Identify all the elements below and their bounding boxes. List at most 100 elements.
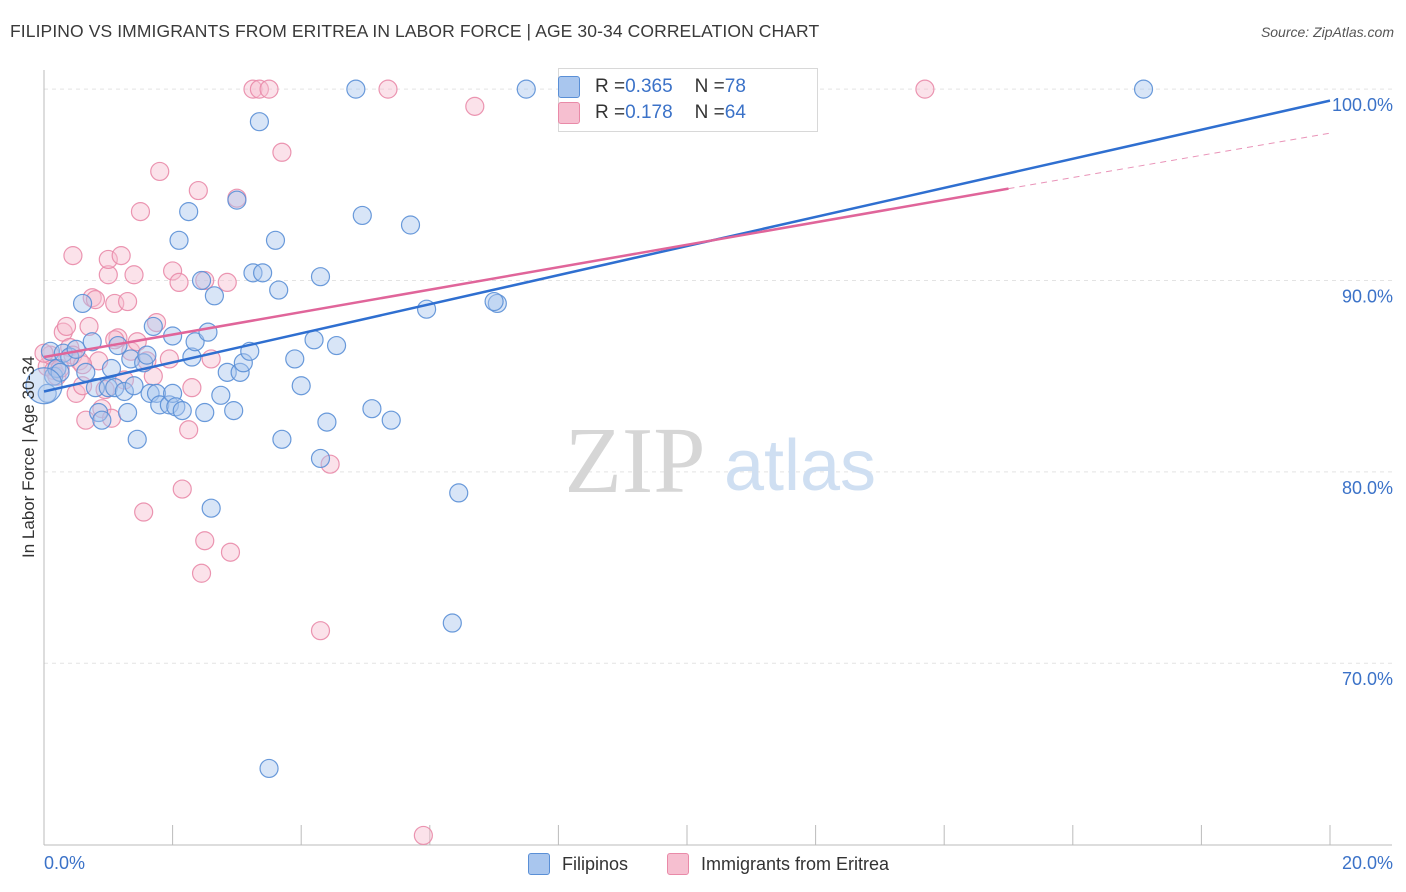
filipino-point — [201, 498, 221, 518]
legend-item-filipinos: Filipinos — [528, 852, 628, 876]
eritrea-point — [310, 621, 331, 641]
filipino-point — [191, 270, 212, 291]
eritrea-point — [85, 290, 106, 310]
filipino-point — [169, 230, 189, 250]
eritrea-point — [188, 180, 208, 201]
eritrea-point — [915, 79, 935, 99]
filipino-point — [243, 263, 263, 283]
eritrea-point — [169, 272, 189, 293]
y-tick-label: 100.0% — [1332, 95, 1393, 115]
eritrea-point — [320, 454, 340, 474]
y-tick-label: 80.0% — [1342, 478, 1393, 498]
filipino-point — [516, 79, 536, 99]
filipino-point — [50, 362, 70, 382]
y-tick-label: 90.0% — [1342, 286, 1393, 306]
filipino-point — [117, 402, 138, 423]
legend-swatch-blue — [558, 76, 580, 98]
series-eritrea-points — [34, 79, 935, 846]
legend-row-filipinos: R = 0.365 N = 78 — [558, 76, 746, 98]
filipino-point — [400, 215, 421, 235]
filipino-point — [143, 316, 163, 337]
legend-n-value: 64 — [724, 102, 746, 123]
filipino-point — [304, 330, 324, 350]
filipino-point — [362, 399, 382, 419]
filipino-point — [285, 349, 305, 369]
legend-n-label: N = — [694, 102, 725, 123]
eritrea-point — [150, 161, 170, 182]
watermark-zip: ZIP — [565, 409, 706, 513]
legend-swatch-blue — [528, 853, 550, 875]
eritrea-point — [195, 531, 215, 551]
legend-swatch-pink — [667, 853, 689, 875]
filipino-point — [121, 349, 141, 369]
legend-swatch-pink — [558, 102, 580, 124]
filipino-point — [124, 376, 144, 396]
eritrea-point — [124, 265, 144, 285]
filipino-point — [317, 412, 337, 432]
trend-line-filipinos — [43, 99, 1331, 393]
eritrea-point — [63, 246, 83, 266]
source-label: Source: ZipAtlas.com — [1260, 24, 1394, 40]
filipino-point — [98, 378, 118, 398]
eritrea-point — [82, 288, 102, 308]
filipino-point — [272, 429, 292, 449]
legend-n-label: N = — [694, 76, 725, 97]
eritrea-point — [134, 502, 154, 522]
legend-r-label: R = — [595, 102, 626, 123]
filipino-point — [233, 353, 253, 373]
trend-line-eritrea — [43, 187, 1009, 359]
filipino-point — [249, 112, 270, 132]
filipino-point — [1133, 79, 1154, 99]
watermark-atlas: atlas — [724, 426, 876, 506]
eritrea-point — [179, 420, 199, 440]
filipino-point — [449, 483, 469, 503]
x-tick-label: 20.0% — [1342, 853, 1393, 873]
legend-item-eritrea: Immigrants from Eritrea — [667, 852, 889, 876]
filipino-point — [211, 385, 231, 405]
eritrea-point — [220, 542, 241, 562]
filipino-point — [484, 291, 504, 312]
filipino-point — [25, 367, 63, 405]
eritrea-point — [217, 272, 237, 293]
legend-row-eritrea: R = 0.178 N = 64 — [558, 102, 746, 124]
eritrea-point — [111, 246, 131, 266]
eritrea-point — [465, 96, 485, 116]
eritrea-point — [79, 316, 99, 337]
filipino-point — [92, 410, 112, 430]
eritrea-point — [259, 79, 279, 99]
eritrea-point — [98, 249, 118, 270]
x-tick-label: 0.0% — [44, 853, 85, 873]
eritrea-point — [117, 291, 138, 312]
filipino-point — [346, 79, 366, 99]
filipino-point — [127, 429, 147, 449]
filipino-point — [82, 332, 102, 352]
filipino-point — [114, 381, 134, 402]
filipino-point — [265, 230, 286, 250]
filipino-point — [198, 322, 218, 342]
filipino-point — [227, 190, 247, 210]
axis-labels: 70.0% 80.0% 90.0% 100.0% 0.0% 20.0% In Labor F… — [19, 95, 1393, 873]
legend-label: Filipinos — [562, 853, 629, 874]
filipino-point — [253, 263, 273, 283]
chart-title: FILIPINO VS IMMIGRANTS FROM ERITREA IN L… — [10, 21, 820, 41]
eritrea-point — [182, 378, 202, 398]
eritrea-point — [130, 202, 151, 222]
filipino-point — [72, 293, 93, 314]
filipino-point — [224, 401, 244, 421]
eritrea-point — [243, 79, 263, 99]
eritrea-point — [56, 316, 77, 337]
filipino-point — [442, 613, 462, 633]
eritrea-point — [172, 479, 192, 499]
filipino-point — [76, 362, 96, 382]
eritrea-point — [163, 261, 183, 281]
filipino-point — [310, 448, 331, 469]
filipino-point — [179, 202, 199, 222]
trend-line-eritrea-extrapolated — [1008, 132, 1331, 190]
filipino-point — [195, 402, 215, 423]
y-axis-label: In Labor Force | Age 30-34 — [19, 356, 38, 558]
eritrea-point — [191, 563, 212, 583]
eritrea-point — [249, 79, 270, 99]
filipino-point — [487, 293, 507, 314]
filipino-point — [150, 395, 170, 415]
